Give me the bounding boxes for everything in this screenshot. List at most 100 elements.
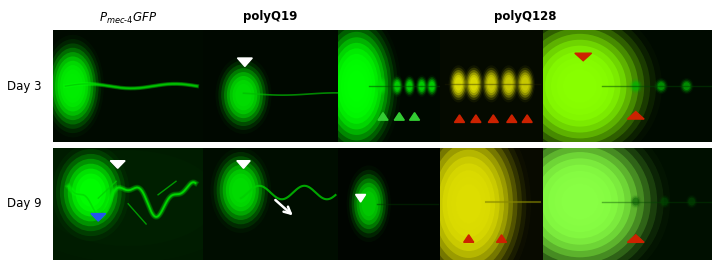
Polygon shape <box>110 161 125 168</box>
Ellipse shape <box>394 80 401 92</box>
Ellipse shape <box>429 82 434 91</box>
Ellipse shape <box>504 75 513 93</box>
Ellipse shape <box>434 150 504 258</box>
Ellipse shape <box>60 154 122 231</box>
Ellipse shape <box>38 150 218 246</box>
Polygon shape <box>488 115 498 122</box>
Ellipse shape <box>442 164 495 244</box>
Ellipse shape <box>377 80 384 92</box>
Ellipse shape <box>354 178 383 229</box>
Ellipse shape <box>416 122 522 260</box>
Ellipse shape <box>347 70 366 102</box>
Ellipse shape <box>515 65 535 102</box>
Ellipse shape <box>659 195 670 208</box>
Ellipse shape <box>680 78 693 94</box>
Ellipse shape <box>539 46 620 127</box>
Ellipse shape <box>470 77 478 91</box>
Polygon shape <box>237 161 250 168</box>
Text: polyQ128: polyQ128 <box>494 10 556 23</box>
Ellipse shape <box>411 115 526 260</box>
Ellipse shape <box>438 157 500 251</box>
Ellipse shape <box>509 133 651 260</box>
Ellipse shape <box>394 82 400 91</box>
Polygon shape <box>394 113 404 120</box>
Ellipse shape <box>545 51 614 121</box>
Ellipse shape <box>325 32 388 140</box>
Ellipse shape <box>418 80 425 92</box>
Ellipse shape <box>468 72 480 95</box>
Ellipse shape <box>481 65 501 102</box>
Ellipse shape <box>0 117 281 260</box>
Ellipse shape <box>563 69 597 103</box>
Ellipse shape <box>496 121 664 260</box>
Ellipse shape <box>630 195 642 208</box>
Polygon shape <box>464 235 473 242</box>
Ellipse shape <box>465 68 483 100</box>
Ellipse shape <box>684 82 690 90</box>
Ellipse shape <box>426 75 438 97</box>
Ellipse shape <box>429 143 508 260</box>
Ellipse shape <box>214 152 268 229</box>
Ellipse shape <box>654 78 668 94</box>
Ellipse shape <box>391 75 404 97</box>
Ellipse shape <box>56 149 125 236</box>
Ellipse shape <box>337 54 375 118</box>
Ellipse shape <box>407 82 412 91</box>
Ellipse shape <box>503 10 656 162</box>
Ellipse shape <box>404 75 416 97</box>
Ellipse shape <box>469 75 478 93</box>
Ellipse shape <box>375 75 387 97</box>
Ellipse shape <box>50 48 96 125</box>
Ellipse shape <box>44 39 101 133</box>
Ellipse shape <box>451 177 486 230</box>
Ellipse shape <box>52 52 93 120</box>
Ellipse shape <box>219 60 268 130</box>
Ellipse shape <box>499 65 518 102</box>
Ellipse shape <box>392 77 402 95</box>
Polygon shape <box>507 115 517 122</box>
Ellipse shape <box>522 146 638 257</box>
Ellipse shape <box>520 75 530 93</box>
Ellipse shape <box>464 65 483 102</box>
Ellipse shape <box>58 61 88 112</box>
Ellipse shape <box>686 195 698 208</box>
Ellipse shape <box>533 40 627 133</box>
Ellipse shape <box>535 158 624 245</box>
Ellipse shape <box>426 77 437 95</box>
Ellipse shape <box>352 174 386 233</box>
Ellipse shape <box>226 169 256 211</box>
Ellipse shape <box>542 165 618 238</box>
Ellipse shape <box>232 178 250 203</box>
Polygon shape <box>496 235 507 242</box>
Ellipse shape <box>503 72 515 95</box>
Ellipse shape <box>7 134 249 260</box>
Ellipse shape <box>55 56 90 116</box>
Ellipse shape <box>66 74 80 99</box>
Ellipse shape <box>72 169 110 216</box>
Ellipse shape <box>528 152 631 251</box>
Ellipse shape <box>681 80 692 93</box>
Ellipse shape <box>377 79 385 94</box>
Ellipse shape <box>516 68 534 100</box>
Ellipse shape <box>503 127 657 260</box>
Ellipse shape <box>318 21 394 152</box>
Ellipse shape <box>519 72 531 95</box>
Ellipse shape <box>359 187 378 220</box>
Ellipse shape <box>393 79 402 94</box>
Ellipse shape <box>64 159 117 226</box>
Ellipse shape <box>216 156 265 224</box>
Ellipse shape <box>80 178 102 207</box>
Ellipse shape <box>454 75 464 93</box>
Ellipse shape <box>419 82 424 91</box>
Polygon shape <box>91 213 105 221</box>
Ellipse shape <box>629 78 643 94</box>
Ellipse shape <box>528 34 632 138</box>
Ellipse shape <box>515 22 644 150</box>
Ellipse shape <box>455 77 462 91</box>
Ellipse shape <box>466 70 481 98</box>
Ellipse shape <box>224 68 263 122</box>
Ellipse shape <box>349 170 388 238</box>
Ellipse shape <box>341 59 372 113</box>
Text: Day 3: Day 3 <box>7 80 41 93</box>
Text: Day 9: Day 9 <box>7 197 42 210</box>
